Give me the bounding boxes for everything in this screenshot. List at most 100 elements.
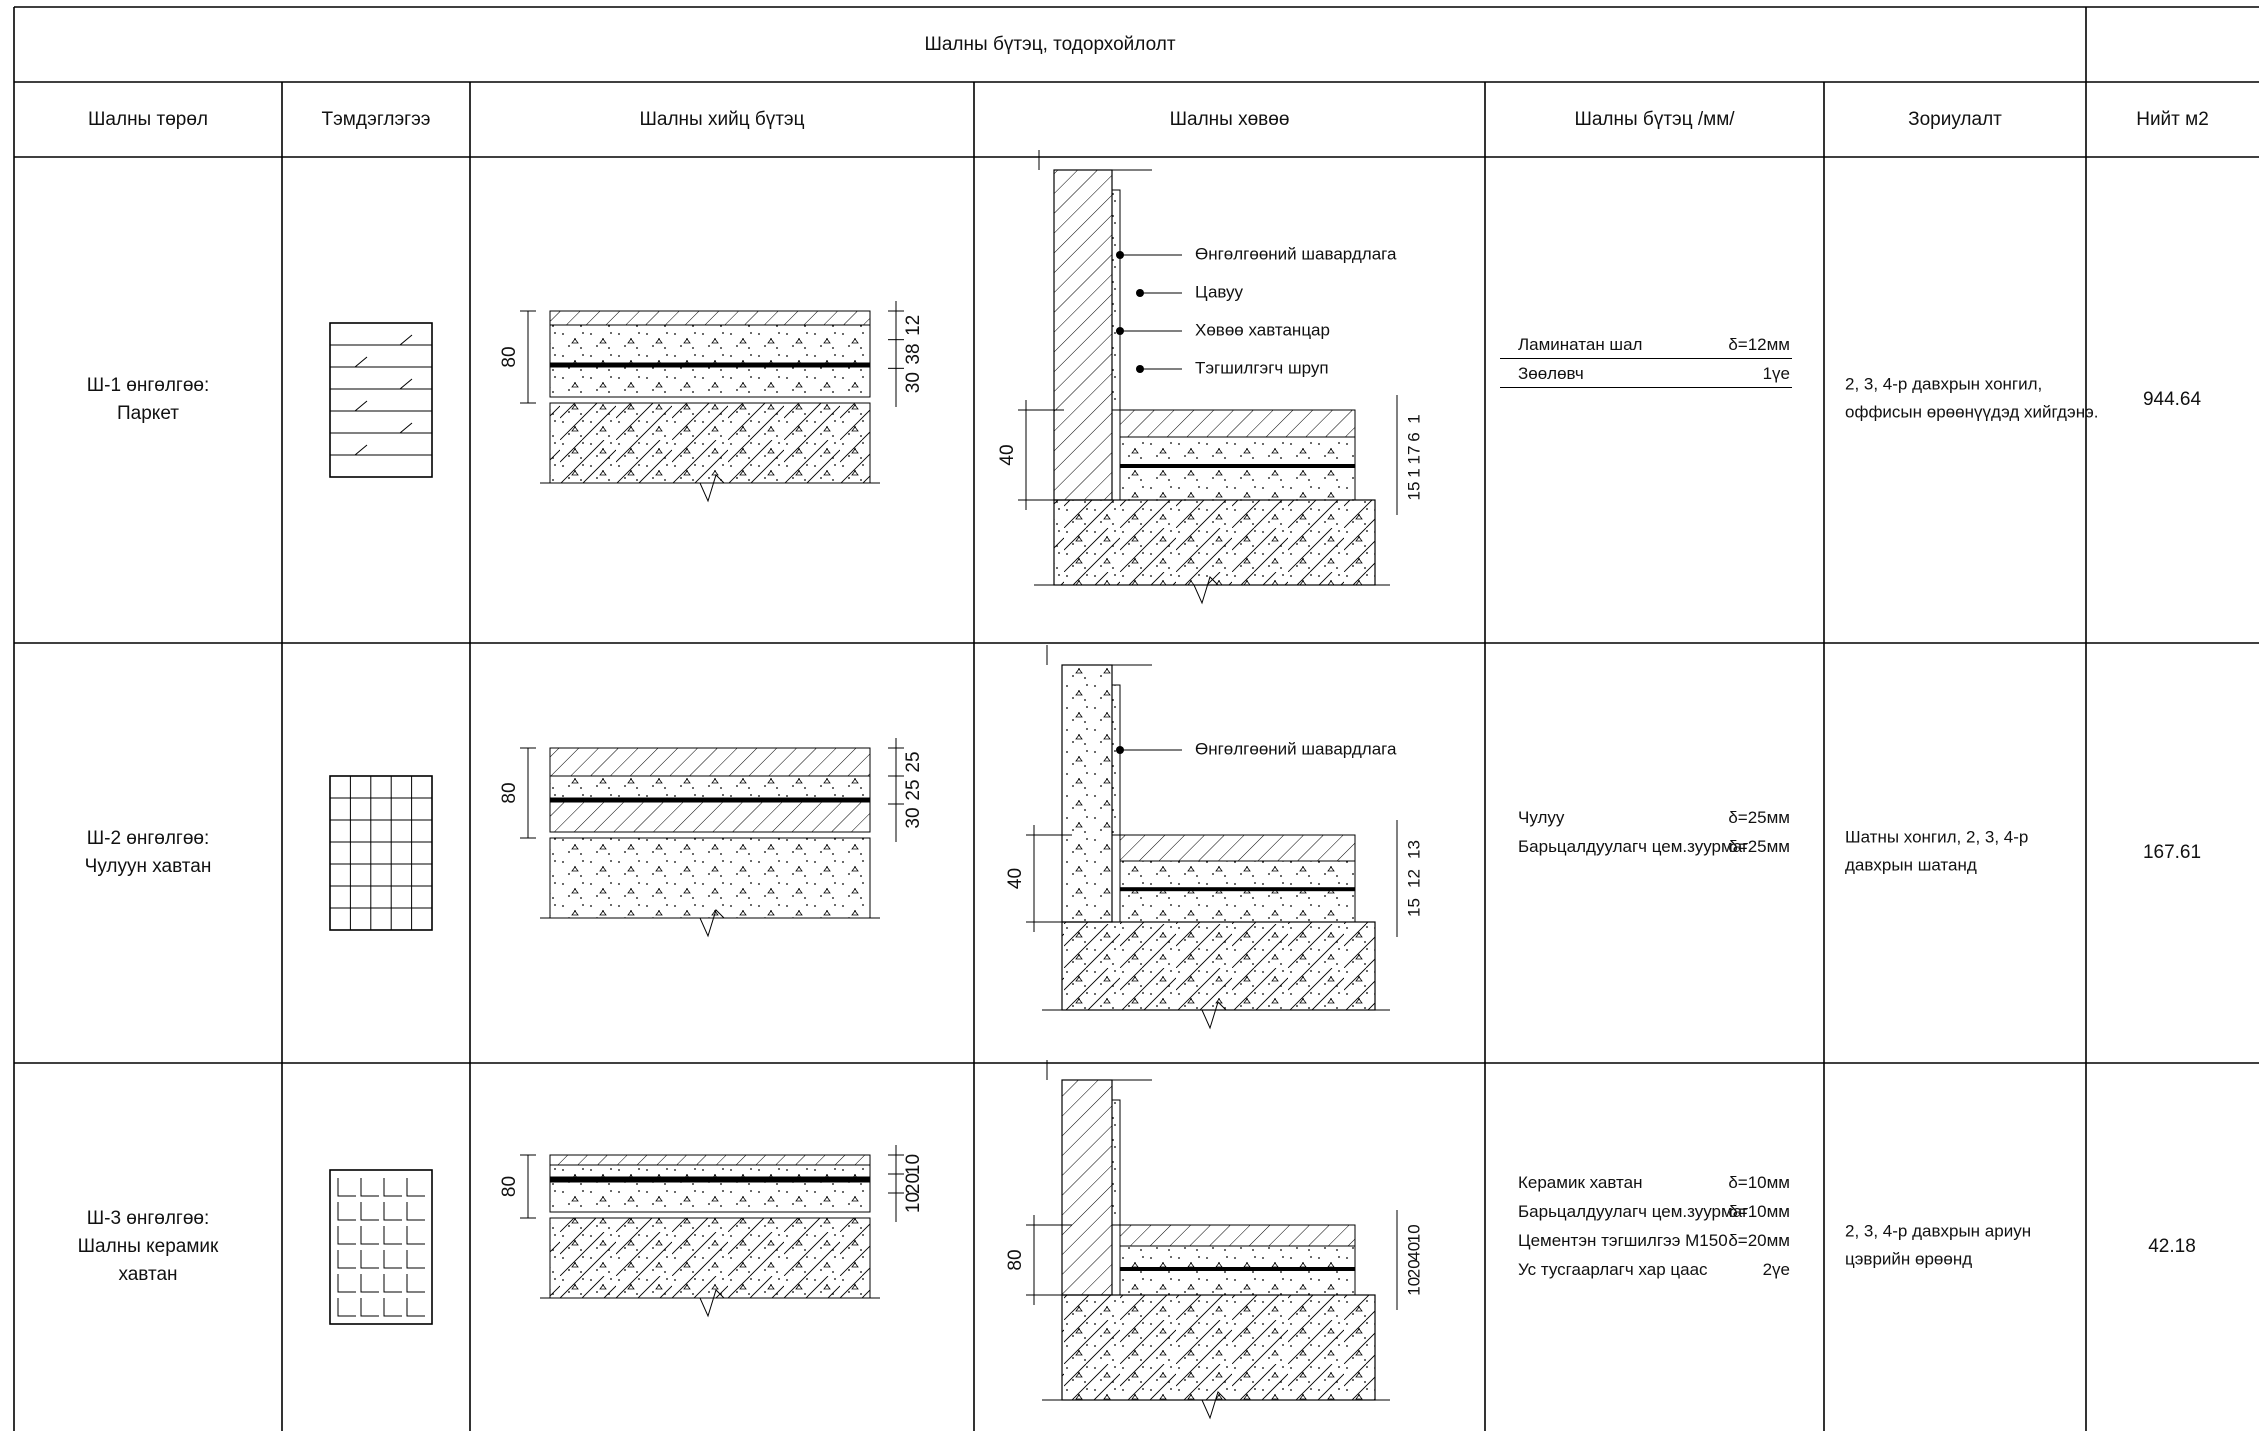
edge-label: Тэгшилгэгч шруп [1195, 358, 1329, 377]
dimension-text: 6 [1404, 432, 1423, 441]
symbol-tile [337, 1226, 356, 1245]
column-header: Нийт м2 [2136, 109, 2209, 130]
section-layer [549, 775, 871, 799]
edge-slab [1053, 499, 1376, 586]
symbol-tile [360, 1226, 379, 1245]
edge-label: Цавуу [1195, 282, 1244, 301]
layer-thickness: δ=10мм [1728, 1202, 1790, 1221]
dimension-text: 80 [499, 346, 520, 367]
table-title: Шалны бүтэц, тодорхойлолт [924, 34, 1175, 55]
symbol-tile [383, 1250, 402, 1269]
floor-type: Чулуун хавтан [85, 856, 212, 877]
dimension-text: 15 [1404, 898, 1423, 917]
layer-thickness: δ=20мм [1728, 1231, 1790, 1250]
layer-name: Ламинатан шал [1518, 335, 1642, 354]
section-layer [549, 1176, 871, 1183]
purpose: 2, 3, 4-р давхрын хонгил, [1845, 374, 2042, 393]
dimension-text: 20 [1404, 1259, 1423, 1278]
dimension-text: 40 [1404, 1242, 1423, 1261]
dimension-text: 80 [499, 1176, 520, 1197]
floor-type: хавтан [118, 1264, 177, 1285]
edge-slab [1061, 1294, 1376, 1401]
symbol-frame [329, 1169, 433, 1325]
edge-plaster [1111, 1099, 1121, 1226]
symbol-tile [360, 1298, 379, 1317]
symbol-tile [406, 1226, 425, 1245]
symbol-tile [383, 1298, 402, 1317]
column-header: Шалны бүтэц /мм/ [1574, 109, 1735, 130]
edge-wall [1061, 1079, 1113, 1296]
dimension-text: 30 [903, 372, 924, 393]
purpose: цэврийн өрөөнд [1845, 1249, 1972, 1268]
break-line [1042, 1001, 1390, 1030]
symbol-tile [337, 1250, 356, 1269]
dimension-text: 38 [903, 343, 924, 364]
dimension-text: 20 [903, 1173, 924, 1194]
symbol-joint [399, 378, 413, 390]
dimension-text: 1 [1404, 414, 1423, 423]
break-line [1042, 1391, 1390, 1420]
symbol-tile [406, 1298, 425, 1317]
edge-label: Өнгөлгөөний шавардлага [1195, 244, 1397, 263]
edge-wall [1061, 664, 1113, 923]
layer-thickness: δ=12мм [1728, 335, 1790, 354]
dimension-text: 15 [1404, 482, 1423, 501]
layer-thickness: δ=25мм [1728, 837, 1790, 856]
symbol-tile [337, 1178, 356, 1197]
edge-membrane [1120, 887, 1355, 892]
edge-wall [1053, 169, 1113, 501]
purpose: давхрын шатанд [1845, 855, 1977, 874]
symbol-tile [406, 1202, 425, 1221]
section-layer [549, 362, 871, 368]
layer-name: Чулуу [1518, 808, 1565, 827]
break-line [540, 474, 880, 503]
column-header: Зориулалт [1908, 109, 2002, 130]
dimension-text: 10 [1404, 1277, 1423, 1296]
dimension-text: 40 [1005, 868, 1026, 889]
break-line [540, 1289, 880, 1318]
edge-bed [1119, 436, 1356, 501]
dimension-text: 80 [1005, 1249, 1026, 1270]
purpose: Шатны хонгил, 2, 3, 4-р [1845, 827, 2028, 846]
layer-name: Цементэн тэгшилгээ М150 [1518, 1231, 1728, 1250]
edge-label: Өнгөлгөөний шавардлага [1195, 739, 1397, 758]
symbol-tile [406, 1178, 425, 1197]
section-slab [549, 837, 871, 919]
area-value: 167.61 [2143, 842, 2201, 863]
edge-membrane [1120, 1267, 1355, 1271]
edge-plaster [1111, 684, 1121, 836]
break-line [540, 909, 880, 938]
symbol-tile [383, 1178, 402, 1197]
layer-thickness: δ=10мм [1728, 1173, 1790, 1192]
dimension-text: 25 [903, 779, 924, 800]
dimension-text: 25 [903, 751, 924, 772]
floor-type: Ш-3 өнгөлгөө: [87, 1208, 210, 1229]
symbol-joint [399, 334, 413, 346]
edge-plaster [1111, 189, 1121, 411]
dimension-text: 1 [1404, 468, 1423, 477]
symbol-tile [360, 1202, 379, 1221]
section-slab [549, 402, 871, 484]
break-line [1034, 576, 1390, 605]
symbol-joint [354, 444, 368, 456]
symbol-tile [337, 1202, 356, 1221]
section-layer [549, 310, 871, 326]
dimension-text: 12 [903, 315, 924, 336]
symbol-tile [360, 1274, 379, 1293]
edge-label: Хөвөө хавтанцар [1195, 320, 1330, 339]
section-layer [549, 797, 871, 803]
symbol-tile [360, 1178, 379, 1197]
symbol-joint [354, 400, 368, 412]
column-header: Шалны төрөл [88, 109, 208, 130]
section-layer [549, 747, 871, 777]
layer-name: Керамик хавтан [1518, 1173, 1642, 1192]
dimension-text: 10 [903, 1192, 924, 1213]
symbol-tile [406, 1274, 425, 1293]
symbol-tile [337, 1274, 356, 1293]
floor-type: Ш-1 өнгөлгөө: [87, 375, 210, 396]
floor-type: Шалны керамик [78, 1236, 219, 1257]
layer-thickness: δ=25мм [1728, 808, 1790, 827]
area-value: 42.18 [2148, 1236, 2196, 1257]
